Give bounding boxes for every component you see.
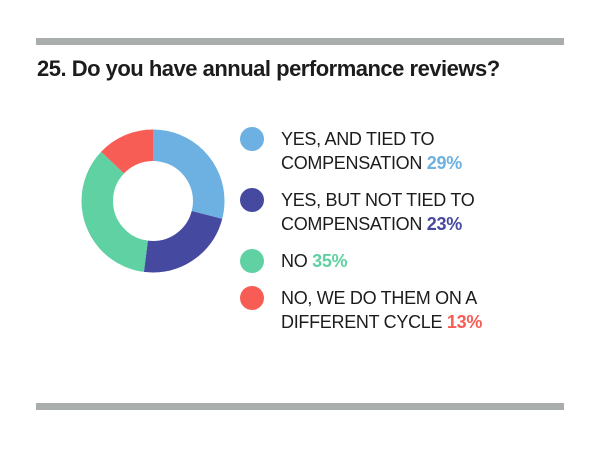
legend-item-no-different-cycle: NO, WE DO THEM ON A DIFFERENT CYCLE 13% [240,286,520,334]
legend-item-yes-tied-compensation: YES, AND TIED TO COMPENSATION 29% [240,127,520,175]
donut-chart-svg [81,129,225,273]
legend-label: NO, WE DO THEM ON A DIFFERENT CYCLE 13% [281,286,509,334]
legend-value: 35% [312,251,348,271]
legend-item-no: NO 35% [240,249,520,273]
legend-swatch-icon [240,249,264,273]
donut-segment-3 [81,129,225,273]
legend-swatch-icon [240,188,264,212]
page-title: 25. Do you have annual performance revie… [37,56,500,81]
legend-swatch-icon [240,286,264,310]
legend-label: YES, AND TIED TO COMPENSATION 29% [281,127,509,175]
top-divider [36,38,564,45]
legend-label: NO 35% [281,249,509,273]
legend-label-text: NO, WE DO THEM ON A DIFFERENT CYCLE [281,288,476,332]
legend-item-yes-not-tied-compensation: YES, BUT NOT TIED TO COMPENSATION 23% [240,188,520,236]
donut-chart [81,129,225,273]
legend-label-text: YES, AND TIED TO COMPENSATION [281,129,435,173]
chart-legend: YES, AND TIED TO COMPENSATION 29% YES, B… [240,127,520,347]
bottom-divider [36,403,564,410]
legend-value: 29% [426,153,462,173]
legend-swatch-icon [240,127,264,151]
donut-segment-2 [81,129,225,273]
donut-segment-1 [81,129,225,273]
legend-value: 13% [446,312,483,332]
legend-value: 23% [426,214,462,234]
legend-label: YES, BUT NOT TIED TO COMPENSATION 23% [281,188,509,236]
legend-label-text: NO [281,251,308,271]
legend-label-text: YES, BUT NOT TIED TO COMPENSATION [281,190,475,234]
